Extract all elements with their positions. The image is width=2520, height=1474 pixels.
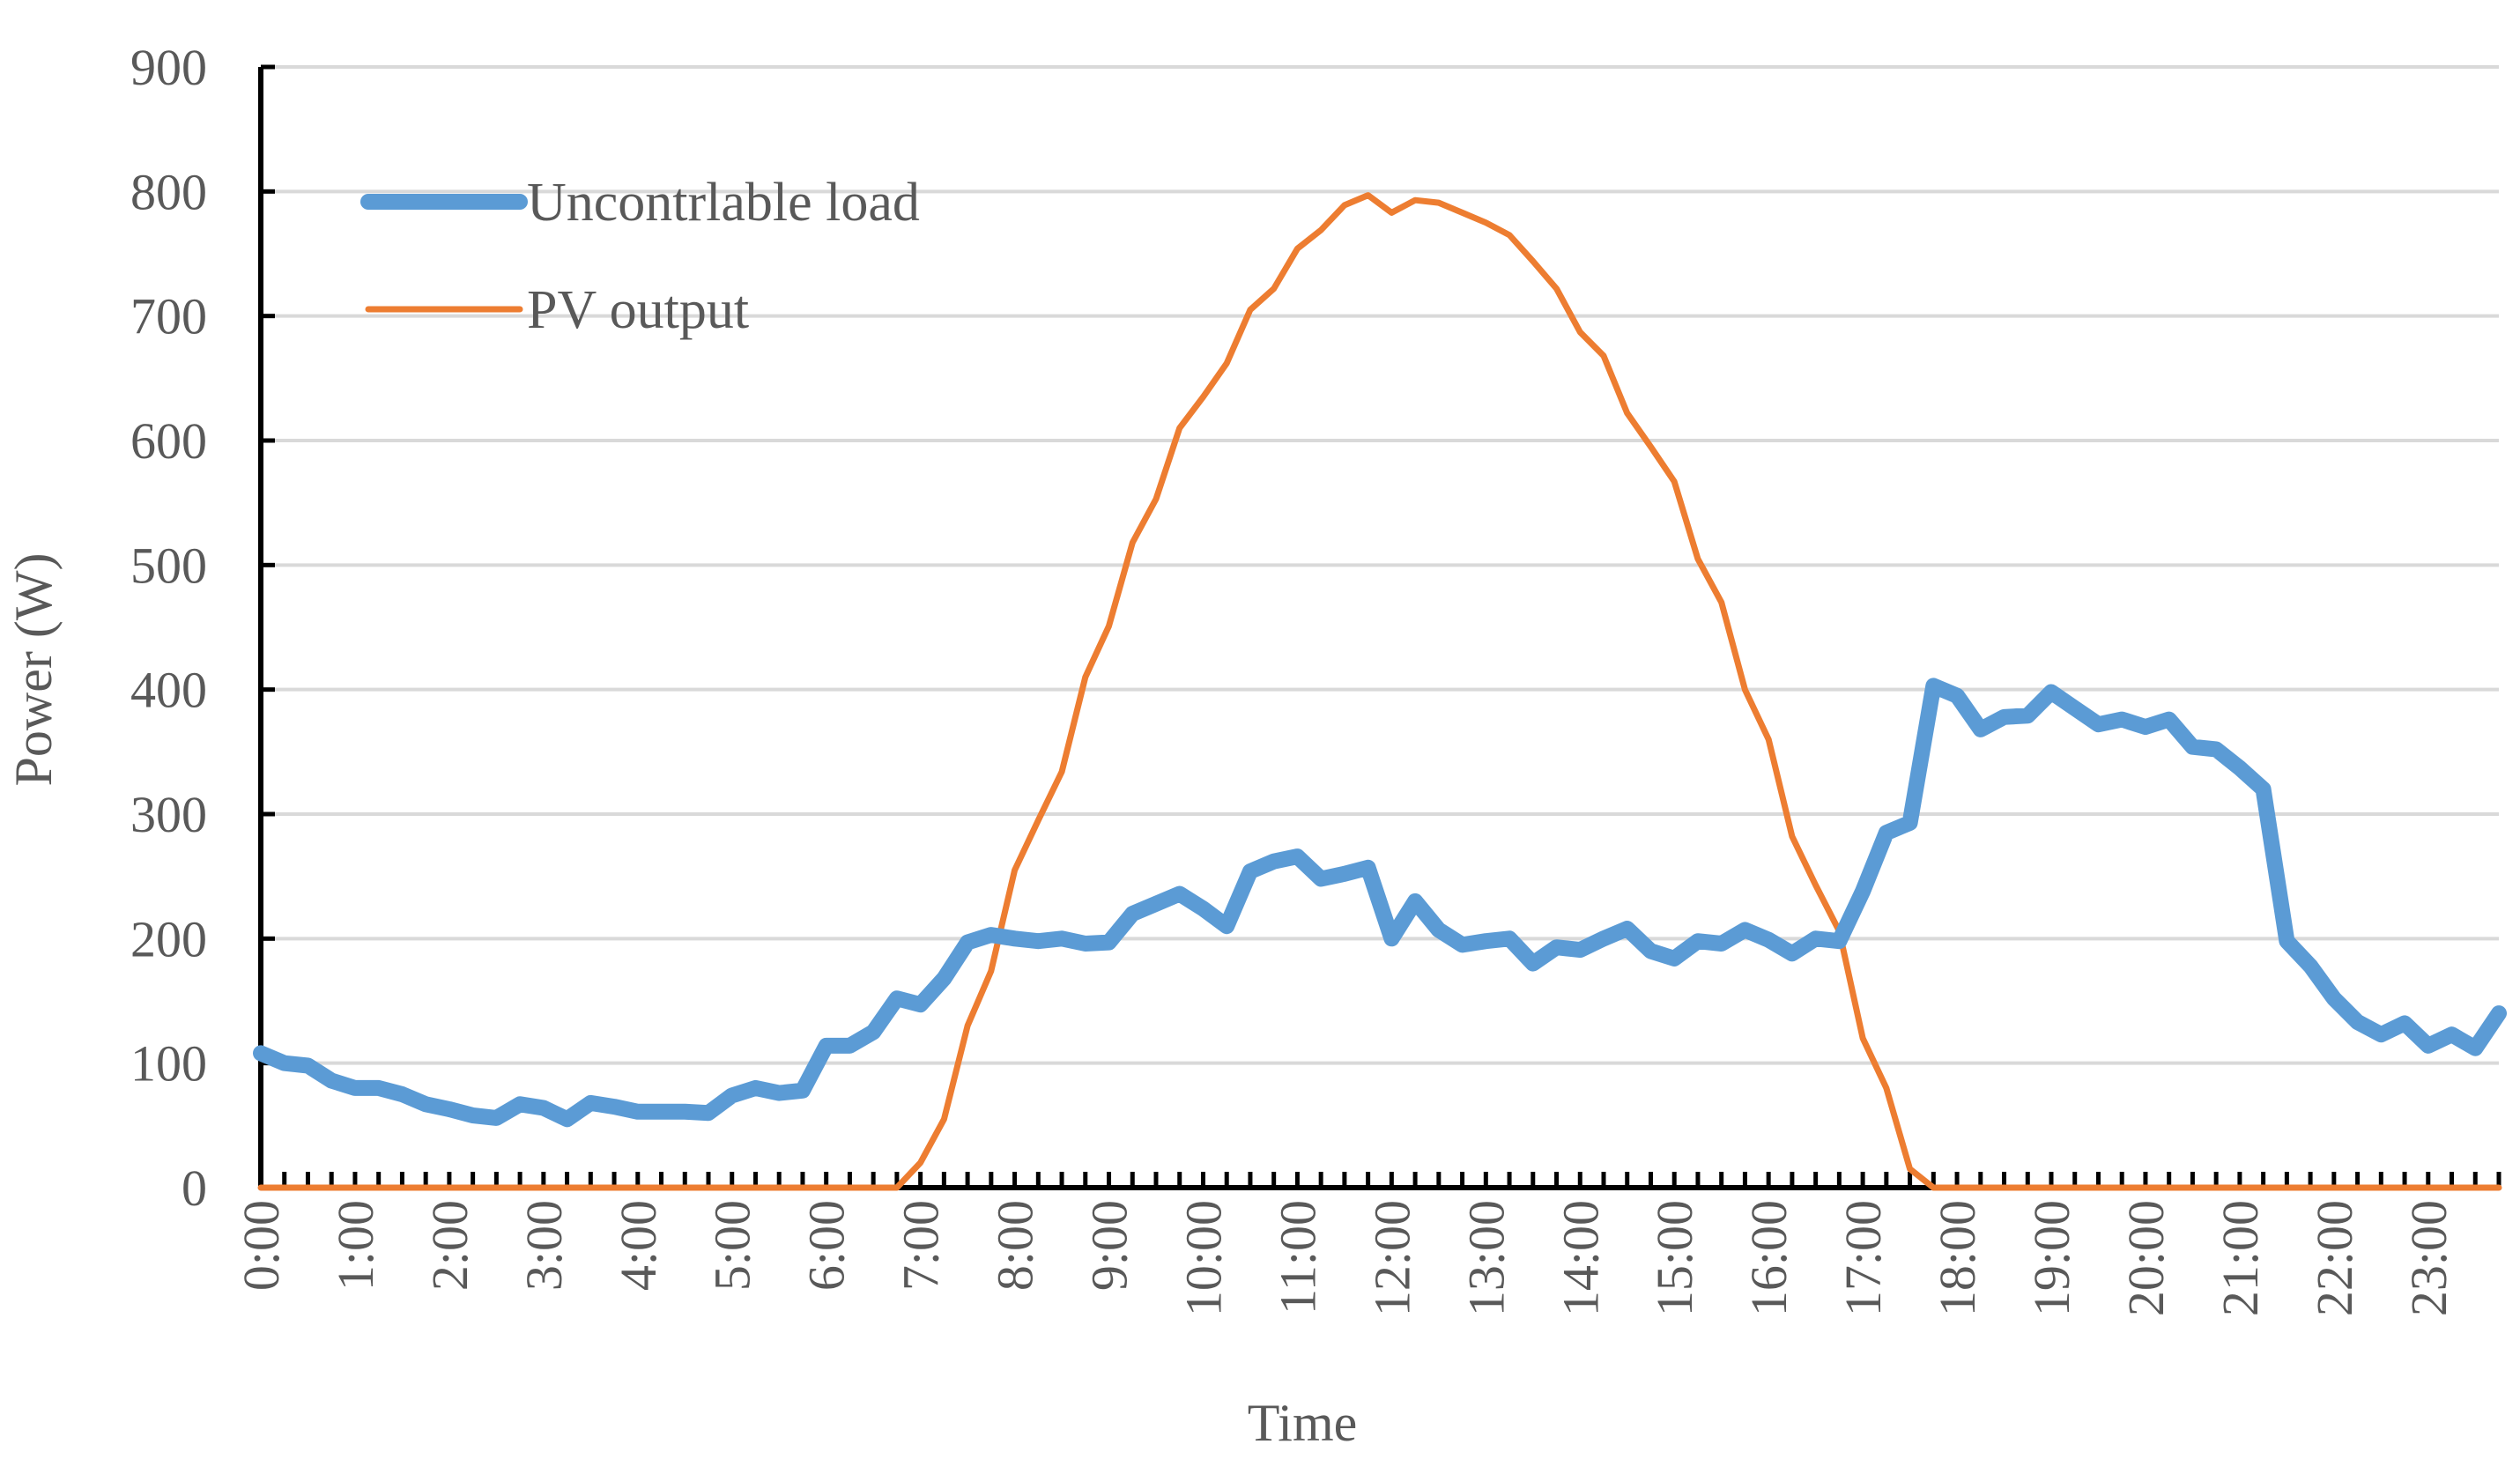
y-tick-label-300: 300 (130, 786, 207, 843)
x-tick-label-9-00: 9:00 (1081, 1200, 1138, 1291)
legend-label-pv-output: PV output (527, 280, 749, 340)
x-tick-label-12-00: 12:00 (1363, 1200, 1420, 1316)
y-tick-label-800: 800 (130, 163, 207, 220)
x-tick-label-16-00: 16:00 (1740, 1200, 1797, 1316)
x-tick-label-20-00: 20:00 (2117, 1200, 2175, 1316)
x-axis-title: Time (1248, 1394, 1358, 1452)
legend-label-uncontrollable-load: Uncontrlable load (527, 173, 920, 233)
x-tick-label-7-00: 7:00 (893, 1200, 950, 1291)
y-tick-label-200: 200 (130, 910, 207, 967)
x-tick-label-15-00: 15:00 (1646, 1200, 1703, 1316)
y-tick-label-400: 400 (130, 662, 207, 719)
x-tick-label-10-00: 10:00 (1175, 1200, 1232, 1316)
x-tick-label-17-00: 17:00 (1834, 1200, 1892, 1316)
y-tick-label-0: 0 (182, 1159, 207, 1217)
x-tick-label-8-00: 8:00 (987, 1200, 1044, 1291)
y-tick-label-100: 100 (130, 1035, 207, 1093)
x-tick-label-13-00: 13:00 (1457, 1200, 1515, 1316)
gridlines (261, 65, 2499, 1065)
y-tick-label-500: 500 (130, 537, 207, 594)
series-line-uncontrollable-load (253, 678, 2507, 1128)
x-tick-label-19-00: 19:00 (2023, 1200, 2080, 1316)
x-tick-label-5-00: 5:00 (704, 1200, 761, 1291)
x-tick-label-4-00: 4:00 (610, 1200, 667, 1291)
legend: Uncontrlable load PV output (360, 173, 920, 340)
x-tick-label-6-00: 6:00 (798, 1200, 856, 1291)
x-tick-label-23-00: 23:00 (2400, 1200, 2457, 1316)
axes (258, 64, 2501, 1190)
x-tick-label-18-00: 18:00 (1929, 1200, 1986, 1316)
x-tick-label-1-00: 1:00 (327, 1200, 384, 1291)
y-axis-title: Power (W) (4, 553, 63, 787)
y-tick-label-900: 900 (130, 39, 207, 96)
x-tick-labels: 0:00 1:00 2:00 3:00 4:00 5:00 6:00 7:00 8:00 9:00… (233, 1200, 2457, 1316)
y-tick-label-600: 600 (130, 412, 207, 470)
x-tick-label-22-00: 22:00 (2306, 1200, 2363, 1316)
x-tick-label-2-00: 2:00 (421, 1200, 478, 1291)
x-tick-label-21-00: 21:00 (2212, 1200, 2269, 1316)
series-lines (253, 192, 2507, 1191)
y-tick-labels: 0 100 200 300 400 500 600 700 800 900 (130, 39, 207, 1217)
x-tick-label-11-00: 11:00 (1269, 1200, 1326, 1315)
x-tick-label-0-00: 0:00 (233, 1200, 290, 1291)
x-tick-label-3-00: 3:00 (515, 1200, 573, 1291)
series-line-pv-output (257, 192, 2502, 1191)
y-tick-label-700: 700 (130, 288, 207, 345)
x-tick-label-14-00: 14:00 (1552, 1200, 1609, 1316)
